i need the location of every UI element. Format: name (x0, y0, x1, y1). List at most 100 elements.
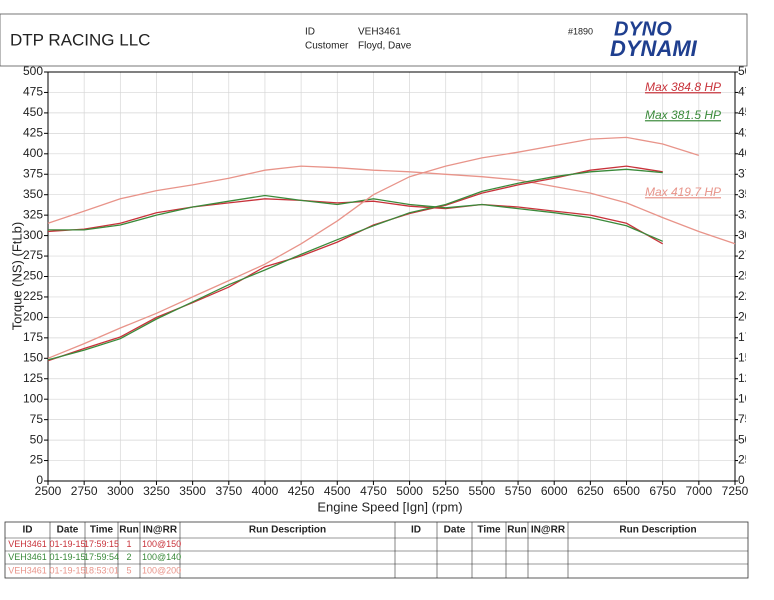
series-line (47, 136, 699, 359)
y-tick-label: 250 (23, 269, 43, 283)
max-annotation: Max 419.7 HP (645, 185, 721, 199)
x-tick-label: 3750 (215, 484, 242, 498)
table-cell: 5 (126, 565, 131, 575)
y2-tick-label: 425 (738, 126, 758, 140)
column-header: Date (57, 525, 79, 536)
x-tick-label: 4750 (360, 484, 387, 498)
series-line (47, 198, 664, 245)
y2-tick-label: 450 (738, 105, 758, 119)
x-tick-label: 3500 (179, 484, 206, 498)
column-header: Run Description (249, 525, 326, 536)
y2-tick-label: 150 (738, 350, 758, 364)
column-header: Date (444, 525, 466, 536)
x-tick-label: 5750 (505, 484, 532, 498)
y2-tick-label: 325 (738, 207, 758, 221)
table-cell: 17:59:54 (84, 552, 119, 562)
table-frame (4, 521, 749, 579)
y-axis-label: Torque (NS) (FtLb) (9, 222, 24, 330)
y2-tick-label: 50 (738, 432, 752, 446)
header-box (0, 13, 748, 67)
y2-tick-label: 250 (738, 269, 758, 283)
table-cell: 1 (126, 539, 131, 549)
id-value: VEH3461 (358, 27, 401, 38)
y2-tick-label: 75 (738, 412, 752, 426)
company: DTP RACING LLC (10, 30, 150, 49)
y-tick-label: 425 (23, 126, 43, 140)
column-header: Time (477, 525, 501, 536)
table-cell: 100@150 (142, 539, 181, 549)
x-tick-label: 5500 (469, 484, 496, 498)
y-tick-label: 325 (23, 207, 43, 221)
y-tick-label: 150 (23, 350, 43, 364)
max-annotation: Max 384.8 HP (645, 80, 721, 94)
x-tick-label: 3000 (107, 484, 134, 498)
logo: DYNO (614, 18, 672, 40)
y-tick-label: 25 (30, 453, 44, 467)
y2-tick-label: 475 (738, 85, 758, 99)
column-header: IN@RR (531, 525, 566, 536)
max-annotation: Max 381.5 HP (645, 108, 721, 122)
table-cell: VEH3461 (8, 539, 47, 549)
y2-tick-label: 225 (738, 289, 758, 303)
y-tick-label: 75 (30, 412, 44, 426)
x-tick-label: 5250 (432, 484, 459, 498)
x-axis-label: Engine Speed [Ign] (rpm) (317, 499, 462, 514)
x-tick-label: 7000 (685, 484, 712, 498)
y2-tick-label: 25 (738, 453, 752, 467)
column-header: ID (23, 525, 33, 536)
sheet-number: #1890 (568, 26, 593, 36)
y-tick-label: 50 (30, 432, 44, 446)
y-tick-label: 300 (23, 228, 43, 242)
y-tick-label: 275 (23, 248, 43, 262)
y-tick-label: 175 (23, 330, 43, 344)
table-cell: 100@200 (142, 565, 181, 575)
table-cell: 17:59:15 (84, 539, 119, 549)
x-tick-label: 3250 (143, 484, 170, 498)
table-cell: VEH3461 (8, 552, 47, 562)
column-header: Run (119, 525, 138, 536)
table-cell: VEH3461 (8, 565, 47, 575)
table-cell: 18:53:01 (84, 565, 119, 575)
y2-tick-label: 275 (738, 248, 758, 262)
y2-tick-label: 200 (738, 310, 758, 324)
y-tick-label: 225 (23, 289, 43, 303)
y2-tick-label: 125 (738, 371, 758, 385)
table-cell: 100@140 (142, 552, 181, 562)
y2-tick-label: 400 (738, 146, 758, 160)
series-line (47, 165, 663, 362)
table-cell: 2 (126, 552, 131, 562)
y2-tick-label: 100 (738, 391, 758, 405)
y2-tick-label: 375 (738, 166, 758, 180)
y-tick-label: 450 (23, 105, 43, 119)
x-tick-label: 6750 (649, 484, 676, 498)
x-tick-label: 6500 (613, 484, 640, 498)
x-tick-label: 7250 (722, 484, 749, 498)
y2-tick-label: 300 (738, 228, 758, 242)
y2-tick-label: 175 (738, 330, 758, 344)
series-line (47, 168, 663, 361)
column-header: ID (411, 525, 421, 536)
x-tick-label: 2750 (71, 484, 98, 498)
x-tick-label: 6250 (577, 484, 604, 498)
logo: DYNAMI (610, 36, 698, 61)
x-tick-label: 4250 (288, 484, 315, 498)
series-line (48, 194, 663, 242)
table-cell: 01-19-15 (49, 552, 85, 562)
y2-tick-label: 500 (738, 64, 758, 78)
x-tick-label: 2500 (35, 484, 62, 498)
y-tick-label: 475 (23, 85, 43, 99)
y-tick-label: 100 (23, 391, 43, 405)
table-cell: 01-19-15 (49, 565, 85, 575)
y-tick-label: 500 (23, 64, 43, 78)
series-line (47, 165, 736, 245)
x-tick-label: 5000 (396, 484, 423, 498)
plot-frame (47, 71, 736, 482)
right-axis: 0 25 50 75 100 125 150 175 200 225 250 275 300 325 350… (738, 64, 758, 487)
y2-tick-label: 350 (738, 187, 758, 201)
customer-value: Floyd, Dave (358, 41, 412, 52)
y-tick-label: 350 (23, 187, 43, 201)
column-header: Run (507, 525, 526, 536)
x-tick-label: 4500 (324, 484, 351, 498)
x-tick-label: 6000 (541, 484, 568, 498)
